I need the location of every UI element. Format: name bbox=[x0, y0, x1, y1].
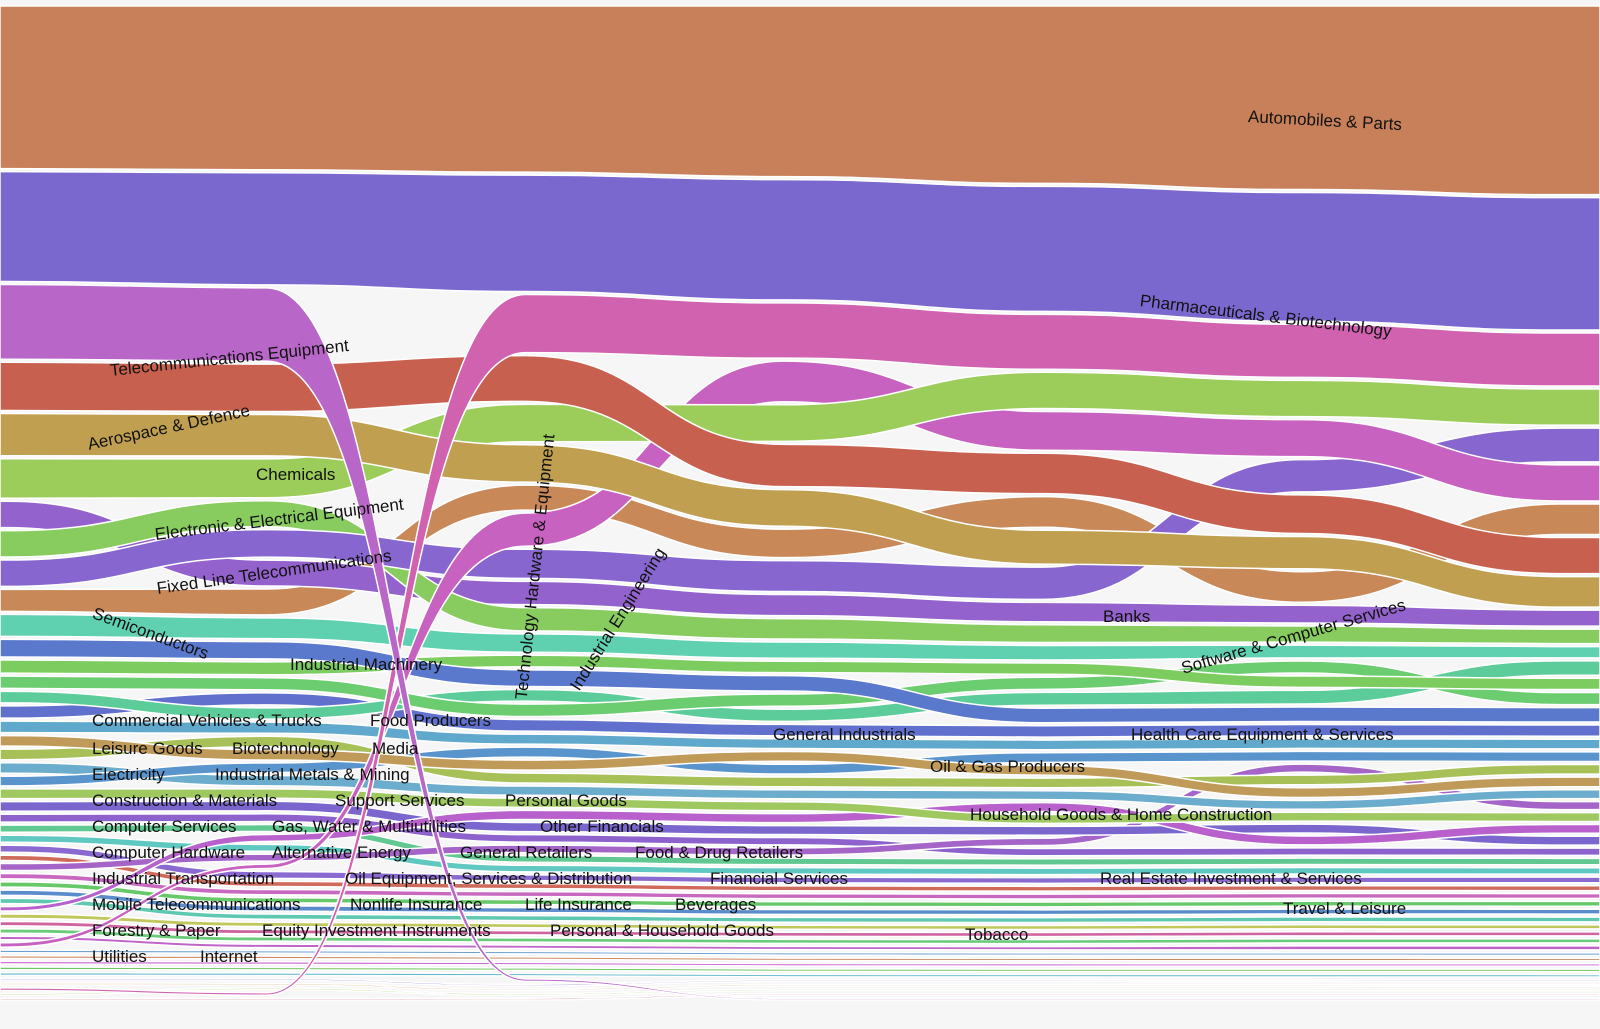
series-band bbox=[0, 293, 1600, 997]
series-label: Utilities bbox=[92, 947, 147, 966]
series-band bbox=[0, 761, 1600, 811]
series-band bbox=[0, 992, 1600, 1001]
series-band bbox=[0, 720, 1600, 751]
series-label: Banks bbox=[1103, 607, 1151, 626]
series-band bbox=[0, 960, 1600, 967]
series-label: Electricity bbox=[92, 765, 165, 784]
series-band bbox=[0, 949, 1600, 957]
series-label: Commercial Vehicles & Trucks bbox=[92, 711, 322, 730]
series-band bbox=[0, 935, 1600, 951]
series-band bbox=[0, 872, 1600, 900]
series-band bbox=[0, 735, 1600, 789]
series-label: Computer Hardware bbox=[92, 843, 246, 862]
series-label: Life Insurance bbox=[525, 895, 632, 914]
series-band bbox=[0, 412, 1600, 608]
series-label: Food Producers bbox=[370, 711, 491, 730]
series-band bbox=[0, 987, 1600, 997]
series-band bbox=[0, 500, 1600, 627]
series-label: General Industrials bbox=[773, 725, 916, 744]
series-label: Tobacco bbox=[965, 925, 1029, 944]
series-band bbox=[0, 881, 1600, 908]
series-band bbox=[0, 499, 1600, 645]
series-band bbox=[0, 692, 1600, 738]
series-band bbox=[0, 813, 1600, 857]
series-label: Media bbox=[372, 739, 419, 758]
series-label: Chemicals bbox=[256, 465, 336, 484]
series-band bbox=[0, 977, 1600, 987]
series-band bbox=[0, 971, 1600, 978]
series-band bbox=[0, 982, 1600, 992]
series-band bbox=[0, 354, 1600, 575]
series-label: Internet bbox=[200, 947, 258, 966]
series-label: Household Goods & Home Construction bbox=[970, 805, 1273, 824]
series-band bbox=[0, 966, 1600, 973]
series-label: Equity Investment Instruments bbox=[262, 921, 491, 940]
series-band bbox=[0, 823, 1600, 866]
series-label: Biotechnology bbox=[232, 739, 339, 758]
series-band bbox=[0, 844, 1600, 885]
series-band bbox=[0, 660, 1600, 723]
series-label: Personal Goods bbox=[505, 791, 627, 810]
series-label: Personal & Household Goods bbox=[550, 921, 774, 940]
series-label: Health Care Equipment & Services bbox=[1131, 725, 1394, 744]
series-label: Alternative Energy bbox=[272, 843, 411, 862]
series-label: Leisure Goods bbox=[92, 739, 203, 758]
series-band bbox=[0, 5, 1600, 196]
series-label: Computer Services bbox=[92, 817, 237, 836]
series-band bbox=[0, 834, 1600, 876]
series-label: Industrial Metals & Mining bbox=[215, 765, 410, 784]
series-band bbox=[0, 955, 1600, 962]
series-label: Construction & Materials bbox=[92, 791, 278, 810]
series-label: Oil & Gas Producers bbox=[930, 757, 1085, 776]
series-band bbox=[0, 913, 1600, 931]
series-band bbox=[0, 283, 1600, 1001]
series-label: Nonlife Insurance bbox=[350, 895, 483, 914]
series-label: Gas, Water & Multiutilities bbox=[272, 817, 466, 836]
series-band bbox=[0, 613, 1600, 661]
series-label: Support Services bbox=[335, 791, 465, 810]
series-label: General Retailers bbox=[460, 843, 593, 862]
series-band bbox=[0, 360, 1600, 948]
series-band bbox=[0, 920, 1600, 938]
series-band bbox=[0, 889, 1600, 916]
series-label: Industrial Machinery bbox=[290, 655, 443, 674]
series-label: Beverages bbox=[675, 895, 757, 914]
series-band bbox=[0, 170, 1600, 331]
series-band bbox=[0, 854, 1600, 892]
series-label: Oil Equipment, Services & Distribution bbox=[345, 869, 633, 888]
series-band bbox=[0, 928, 1600, 945]
series-band bbox=[0, 897, 1600, 924]
series-label: Travel & Leisure bbox=[1283, 899, 1407, 918]
series-label: Food & Drug Retailers bbox=[635, 843, 804, 862]
series-label: Other Financials bbox=[540, 817, 664, 836]
series-label: Mobile Telecommunications bbox=[92, 895, 301, 914]
series-label: Industrial Transportation bbox=[92, 869, 275, 888]
series-band bbox=[0, 484, 1600, 616]
series-band bbox=[0, 788, 1600, 825]
series-label: Forestry & Paper bbox=[92, 921, 221, 940]
series-band bbox=[0, 801, 1600, 912]
series-label: Real Estate Investment & Services bbox=[1100, 869, 1362, 888]
series-band bbox=[0, 427, 1600, 601]
series-label: Financial Services bbox=[710, 869, 848, 888]
series-band bbox=[0, 734, 1600, 799]
series-band bbox=[0, 800, 1600, 846]
